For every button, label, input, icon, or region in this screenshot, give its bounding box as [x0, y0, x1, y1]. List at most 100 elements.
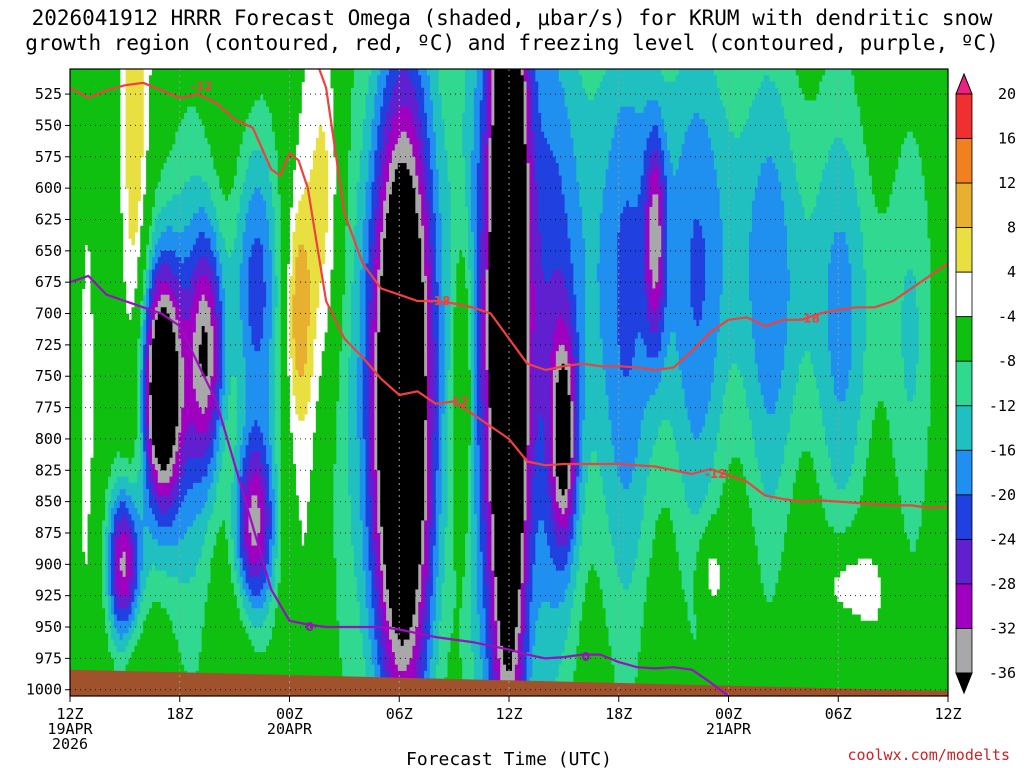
omega-cell [538, 413, 542, 522]
omega-cell [661, 150, 665, 183]
omega-cell [822, 426, 826, 509]
omega-cell [839, 137, 844, 233]
omega-cell [664, 420, 668, 509]
omega-cell [389, 639, 393, 672]
omega-cell [368, 300, 373, 496]
omega-cell [716, 87, 721, 189]
omega-cell [564, 288, 569, 327]
omega-cell [623, 489, 627, 591]
omega-cell [447, 181, 452, 371]
omega-cell [784, 119, 788, 227]
omega-cell [163, 69, 168, 164]
omega-cell [418, 238, 422, 565]
omega-cell [128, 614, 133, 628]
omega-cell [128, 69, 133, 239]
omega-cell [634, 206, 639, 340]
omega-cell [195, 238, 200, 264]
omega-cell [207, 583, 212, 696]
omega-cell [181, 288, 185, 321]
omega-cell [590, 69, 595, 101]
omega-cell [421, 181, 425, 227]
omega-cell [901, 514, 905, 696]
omega-cell [763, 163, 768, 409]
omega-cell [541, 269, 545, 421]
omega-cell [172, 464, 176, 484]
omega-cell [131, 620, 135, 634]
omega-cell [239, 576, 244, 597]
omega-cell [564, 639, 569, 696]
omega-cell [386, 652, 390, 691]
omega-cell [640, 175, 645, 340]
omega-cell [154, 275, 159, 296]
omega-cell [154, 307, 159, 321]
omega-cell [163, 545, 168, 572]
omega-cell [746, 119, 750, 409]
omega-cell [110, 489, 115, 509]
omega-cell [860, 69, 864, 127]
omega-cell [552, 332, 557, 371]
omega-cell [904, 275, 908, 390]
omega-cell [719, 495, 724, 696]
omega-cell [801, 69, 806, 95]
omega-cell [254, 150, 258, 189]
omega-cell [192, 457, 197, 484]
omega-cell [705, 526, 709, 696]
omega-cell [801, 357, 806, 453]
omega-cell [236, 470, 241, 559]
omega-cell [353, 69, 358, 227]
omega-cell [157, 601, 162, 696]
omega-cell [394, 633, 399, 666]
omega-cell [187, 225, 191, 258]
omega-cell [825, 69, 829, 164]
omega-cell [710, 382, 715, 471]
omega-cell [169, 620, 174, 696]
omega-cell [605, 627, 610, 696]
omega-cell [219, 388, 223, 427]
omega-cell [251, 495, 255, 547]
omega-cell [778, 570, 782, 696]
omega-cell [511, 69, 516, 653]
omega-cell [567, 300, 572, 340]
omega-cell [242, 426, 247, 459]
omega-cell [102, 520, 106, 609]
omega-cell [866, 457, 870, 559]
omega-cell [137, 69, 141, 202]
omega-cell [119, 620, 124, 641]
omega-cell [915, 144, 920, 308]
omega-cell [295, 257, 299, 371]
omega-cell [839, 601, 844, 696]
omega-cell [485, 583, 490, 659]
omega-cell [429, 244, 434, 528]
omega-cell [201, 125, 206, 183]
omega-cell [699, 119, 703, 227]
omega-cell [207, 219, 212, 239]
omega-cell [661, 69, 665, 76]
omega-cell [181, 119, 185, 189]
omega-cell [637, 438, 642, 540]
omega-cell [874, 407, 879, 565]
omega-cell [216, 313, 220, 384]
omega-cell [266, 526, 270, 565]
omega-cell [207, 520, 212, 584]
omega-cell [488, 137, 493, 233]
omega-cell [605, 169, 610, 396]
omega-cell [348, 69, 352, 152]
omega-cell [421, 564, 425, 609]
omega-cell [523, 69, 528, 83]
omega-cell [450, 69, 454, 634]
omega-cell [643, 200, 648, 296]
omega-cell [257, 476, 261, 509]
omega-cell [459, 608, 463, 659]
omega-cell [140, 69, 144, 158]
omega-cell [151, 338, 156, 446]
omega-cell [242, 551, 247, 572]
omega-cell [526, 583, 531, 653]
omega-cell [204, 601, 209, 696]
omega-cell [119, 476, 124, 490]
omega-cell [898, 156, 902, 496]
omega-cell [672, 81, 677, 177]
omega-cell [927, 238, 932, 427]
chart-title: 2026041912 HRRR Forecast Omega (shaded, … [0, 6, 1024, 56]
omega-cell [561, 275, 566, 321]
omega-cell [792, 395, 797, 484]
